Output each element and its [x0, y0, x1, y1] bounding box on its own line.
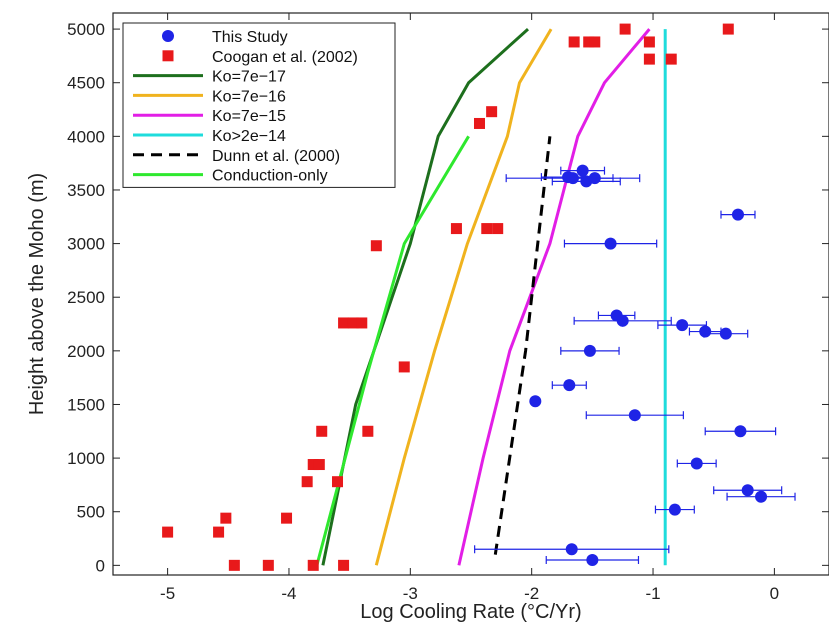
this-study-data-point	[583, 344, 596, 357]
coogan-data-point	[213, 526, 225, 538]
series-line-dunn-et-al-2000	[493, 136, 552, 555]
x-tick-label: -5	[160, 584, 175, 603]
coogan-data-point	[162, 526, 174, 538]
coogan-data-point	[347, 317, 359, 329]
coogan-data-point	[316, 425, 328, 437]
series-line-ko-7e-17	[321, 27, 530, 566]
legend: This Study Coogan et al. (2002) Ko=7e−17 Ko…	[122, 22, 396, 188]
coogan-data-point	[301, 476, 313, 488]
this-study-data-point	[690, 457, 703, 470]
this-study-data-point	[731, 208, 744, 221]
this-study-data-point	[668, 503, 681, 516]
coogan-data-point	[398, 361, 410, 373]
this-study-data-point	[616, 314, 629, 327]
legend-label-conduction-only: Conduction-only	[212, 168, 328, 185]
this-study-data-point	[628, 409, 641, 422]
y-tick-label: 0	[96, 556, 105, 575]
x-tick-label: -1	[645, 584, 660, 603]
coogan-data-point	[583, 36, 595, 48]
axes-frame	[112, 12, 829, 576]
this-study-data-point	[563, 379, 576, 392]
y-axis-title: Height above the Moho (m)	[26, 173, 48, 415]
coogan-data-point	[643, 53, 655, 65]
legend-label-ko-7e-15: Ko=7e−15	[212, 108, 286, 125]
y-tick-label: 500	[77, 503, 105, 522]
this-study-data-point	[604, 237, 617, 250]
y-tick-label: 3500	[67, 181, 105, 200]
y-tick-label: 4000	[67, 127, 105, 146]
this-study-data-point	[676, 319, 689, 332]
y-tick-label: 2000	[67, 342, 105, 361]
this-study-data-point	[529, 395, 542, 408]
series-line-ko-7e-15	[457, 28, 651, 566]
this-study-data-point	[576, 164, 589, 177]
coogan-data-point	[486, 106, 498, 118]
coogan-data-point	[307, 559, 319, 571]
coogan-data-point	[228, 559, 240, 571]
coogan-data-point	[313, 459, 325, 471]
legend-label-ko-7e-16: Ko=7e−16	[212, 88, 286, 105]
x-tick-label: -2	[524, 584, 539, 603]
y-tick-label: 3000	[67, 235, 105, 254]
plot-frame	[112, 12, 829, 576]
series-line-conduction-only	[315, 135, 470, 566]
coogan-data-point	[370, 240, 382, 252]
x-axis-title: Log Cooling Rate (°C/Yr)	[360, 601, 581, 623]
coogan-data-point	[643, 36, 655, 48]
legend-marker-square	[162, 50, 174, 62]
coogan-data-point	[619, 23, 631, 35]
y-tick-label: 5000	[67, 20, 105, 39]
legend-marker-circle	[162, 30, 174, 42]
this-study-data-point	[734, 425, 747, 438]
y-tick-label: 4500	[67, 74, 105, 93]
y-tick-label: 1000	[67, 449, 105, 468]
legend-label-dunn-et-al-2000: Dunn et al. (2000)	[212, 148, 340, 165]
coogan-data-point	[450, 223, 462, 235]
this-study-data-point	[741, 484, 754, 497]
coogan-data-point	[338, 559, 350, 571]
x-tick-label: 0	[770, 584, 779, 603]
x-tick-label: -3	[403, 584, 418, 603]
axes: 0 500 1000 1500 2000 2500 3000 3500 4000 4500 5000…	[67, 13, 829, 603]
legend-label-ko-2e-14: Ko>2e−14	[212, 128, 286, 145]
data-layer	[162, 23, 796, 571]
this-study-data-point	[755, 490, 768, 503]
coogan-data-point	[338, 317, 350, 329]
coogan-data-point	[568, 36, 580, 48]
coogan-data-point	[307, 459, 319, 471]
coogan-data-point	[220, 512, 232, 524]
coogan-data-point	[481, 223, 493, 235]
coogan-data-point	[473, 117, 485, 129]
legend-label-ko-7e-17: Ko=7e−17	[212, 69, 286, 86]
coogan-data-point	[356, 317, 368, 329]
this-study-data-point	[565, 543, 578, 556]
coogan-data-point	[722, 23, 734, 35]
coogan-data-point	[589, 36, 601, 48]
y-tick-label: 2500	[67, 288, 105, 307]
coogan-data-point	[665, 53, 677, 65]
legend-label-coogan-et-al-2002: Coogan et al. (2002)	[212, 49, 358, 66]
coogan-data-point	[332, 476, 344, 488]
this-study-data-point	[586, 553, 599, 566]
legend-label-this-study: This Study	[212, 29, 288, 46]
series-line-ko-7e-16	[374, 28, 553, 566]
y-tick-label: 1500	[67, 395, 105, 414]
coogan-data-point	[362, 425, 374, 437]
coogan-data-point	[492, 223, 504, 235]
coogan-data-point	[281, 512, 293, 524]
this-study-data-point	[566, 172, 579, 185]
x-tick-label: -4	[281, 584, 296, 603]
this-study-data-point	[719, 327, 732, 340]
this-study-data-point	[699, 325, 712, 338]
coogan-data-point	[262, 559, 274, 571]
